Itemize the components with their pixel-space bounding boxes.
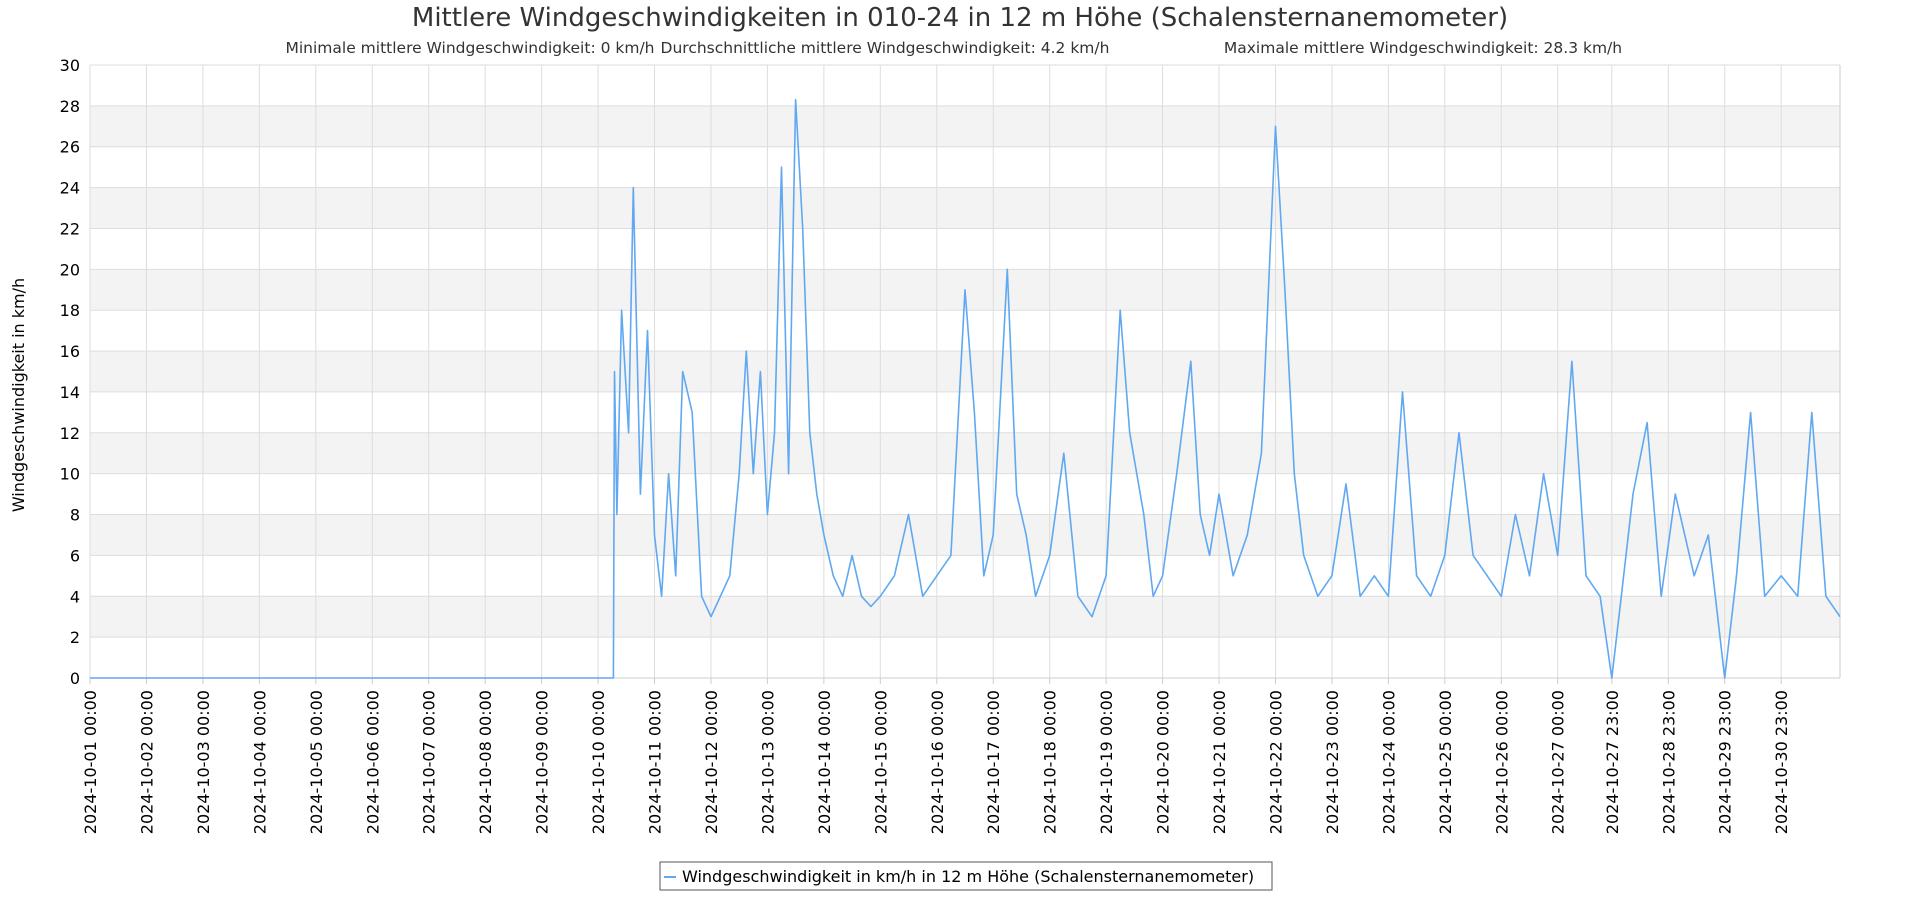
x-tick-label: 2024-10-30 23:00 <box>1772 690 1791 834</box>
y-tick-label: 2 <box>70 628 80 647</box>
y-tick-label: 6 <box>70 546 80 565</box>
subtitle-min: Minimale mittlere Windgeschwindigkeit: 0… <box>285 39 654 57</box>
x-tick-label: 2024-10-10 00:00 <box>589 690 608 834</box>
x-tick-label: 2024-10-20 00:00 <box>1154 690 1173 834</box>
x-tick-label: 2024-10-01 00:00 <box>81 690 100 834</box>
plot-band <box>90 187 1840 229</box>
legend-box <box>659 861 1273 891</box>
y-tick-label: 28 <box>60 97 80 116</box>
legend[interactable]: Windgeschwindigkeit in km/h in 12 m Höhe… <box>659 861 1273 891</box>
x-tick-label: 2024-10-04 00:00 <box>250 690 269 834</box>
plot-band <box>90 432 1840 474</box>
x-tick-label: 2024-10-19 00:00 <box>1097 690 1116 834</box>
x-tick-label: 2024-10-07 00:00 <box>420 690 439 834</box>
y-tick-label: 14 <box>60 383 80 402</box>
x-tick-label: 2024-10-23 00:00 <box>1323 690 1342 834</box>
y-tick-label: 4 <box>70 587 80 606</box>
y-tick-label: 16 <box>60 342 80 361</box>
y-axis-label: Windgeschwindigkeit in km/h <box>9 278 28 512</box>
y-tick-label: 12 <box>60 424 80 443</box>
chart-title: Mittlere Windgeschwindigkeiten in 010-24… <box>412 3 1508 33</box>
x-tick-label: 2024-10-27 23:00 <box>1603 690 1622 834</box>
subtitle-avg: Durchschnittliche mittlere Windgeschwind… <box>661 39 1110 57</box>
plot-bands <box>90 105 1840 638</box>
y-tick-label: 24 <box>60 179 80 198</box>
y-tick-label: 22 <box>60 219 80 238</box>
x-tick-label: 2024-10-02 00:00 <box>137 690 156 834</box>
y-tick-label: 20 <box>60 260 80 279</box>
x-tick-label: 2024-10-08 00:00 <box>476 690 495 834</box>
x-tick-label: 2024-10-16 00:00 <box>928 690 947 834</box>
x-tick-label: 2024-10-12 00:00 <box>702 690 721 834</box>
x-tick-label: 2024-10-24 00:00 <box>1379 690 1398 834</box>
y-tick-label: 10 <box>60 465 80 484</box>
x-tick-label: 2024-10-21 00:00 <box>1210 690 1229 834</box>
x-tick-label: 2024-10-15 00:00 <box>871 690 890 834</box>
plot-band <box>90 596 1840 638</box>
subtitle-max: Maximale mittlere Windgeschwindigkeit: 2… <box>1224 39 1622 57</box>
x-tick-label: 2024-10-22 00:00 <box>1266 690 1285 834</box>
x-tick-label: 2024-10-13 00:00 <box>758 690 777 834</box>
x-tick-label: 2024-10-29 23:00 <box>1716 690 1735 834</box>
y-tick-label: 18 <box>60 301 80 320</box>
y-tick-label: 8 <box>70 506 80 525</box>
series-line <box>90 98 1841 679</box>
plot-band <box>90 514 1840 556</box>
x-tick-label: 2024-10-26 00:00 <box>1492 690 1511 834</box>
x-axis-ticks: 2024-10-01 00:00 2024-10-02 00:00 2024-10-… <box>81 678 1791 834</box>
y-tick-label: 30 <box>60 56 80 75</box>
x-tick-label: 2024-10-28 23:00 <box>1659 690 1678 834</box>
x-tick-label: 2024-10-25 00:00 <box>1436 690 1455 834</box>
y-tick-label: 0 <box>70 669 80 688</box>
x-tick-label: 2024-10-11 00:00 <box>646 690 665 834</box>
y-tick-label: 26 <box>60 138 80 157</box>
x-tick-label: 2024-10-14 00:00 <box>815 690 834 834</box>
x-tick-label: 2024-10-18 00:00 <box>1041 690 1060 834</box>
x-tick-label: 2024-10-17 00:00 <box>984 690 1003 834</box>
legend-label: Windgeschwindigkeit in km/h in 12 m Höhe… <box>682 867 1254 886</box>
x-tick-label: 2024-10-05 00:00 <box>307 690 326 834</box>
x-tick-label: 2024-10-09 00:00 <box>533 690 552 834</box>
plot-band <box>90 105 1840 147</box>
x-tick-label: 2024-10-27 00:00 <box>1549 690 1568 834</box>
series-layer <box>90 98 1841 679</box>
x-tick-label: 2024-10-06 00:00 <box>363 690 382 834</box>
plot-band <box>90 351 1840 392</box>
x-tick-label: 2024-10-03 00:00 <box>194 690 213 834</box>
